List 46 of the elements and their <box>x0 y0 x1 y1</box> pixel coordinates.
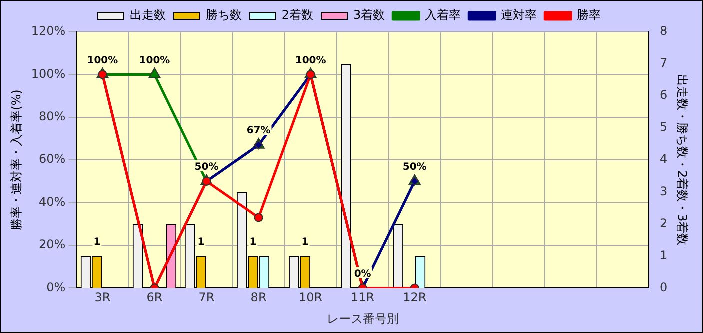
y2-tick-label: 3 <box>660 184 668 198</box>
x-tick-label: 3R <box>94 290 111 305</box>
y2-tick-label: 4 <box>660 152 668 166</box>
y2-tick-label: 2 <box>660 216 668 230</box>
y-tick-label: 80% <box>39 110 66 124</box>
y2-tick-label: 8 <box>660 24 668 38</box>
y2-tick-label: 1 <box>660 248 668 262</box>
y-tick-label: 40% <box>39 194 66 209</box>
data-label: 1 <box>302 236 309 248</box>
data-label: 100% <box>87 55 118 66</box>
x-axis-title: レース番号別 <box>326 312 399 326</box>
legend-label: 3着数 <box>354 8 386 22</box>
data-label: 1 <box>250 236 257 248</box>
legend-label: 出走数 <box>130 8 166 22</box>
y-axis-title: 勝率・連対率・入着率(%) <box>9 90 24 230</box>
y-tick-label: 120% <box>31 24 66 38</box>
data-label: 50% <box>194 162 219 174</box>
legend-label: 2着数 <box>282 8 314 22</box>
x-tick-label: 7R <box>198 290 215 305</box>
legend-label: 勝率 <box>577 8 602 22</box>
y2-tick-label: 5 <box>660 120 668 134</box>
y-tick-label: 60% <box>39 152 66 166</box>
x-tick-label: 10R <box>299 290 323 305</box>
y-tick-label: 20% <box>39 238 66 252</box>
x-tick-label: 12R <box>403 290 427 305</box>
x-tick-label: 8R <box>250 290 267 305</box>
y2-tick-label: 7 <box>660 56 668 70</box>
x-tick-label: 6R <box>146 290 163 305</box>
y2-tick-label: 0 <box>660 280 668 294</box>
point <box>254 213 264 222</box>
data-label: 0% <box>354 268 372 280</box>
x-tick-label: 11R <box>351 290 375 305</box>
data-label: 1 <box>94 236 101 248</box>
y2-axis-title: 出走数・勝ち数・2着数・3着数 <box>676 74 690 246</box>
data-label: 100% <box>295 55 326 66</box>
y2-tick-label: 6 <box>660 88 668 102</box>
data-label: 50% <box>402 162 427 174</box>
legend-label: 入着率 <box>425 8 462 22</box>
legend-label: 勝ち数 <box>206 8 242 22</box>
y-tick-label: 100% <box>31 66 66 81</box>
point <box>148 68 161 78</box>
data-label: 1 <box>198 236 205 248</box>
data-label: 67% <box>246 126 271 137</box>
legend-label: 連対率 <box>501 8 538 22</box>
data-label: 100% <box>139 55 170 66</box>
y-tick-label: 0% <box>46 280 66 294</box>
